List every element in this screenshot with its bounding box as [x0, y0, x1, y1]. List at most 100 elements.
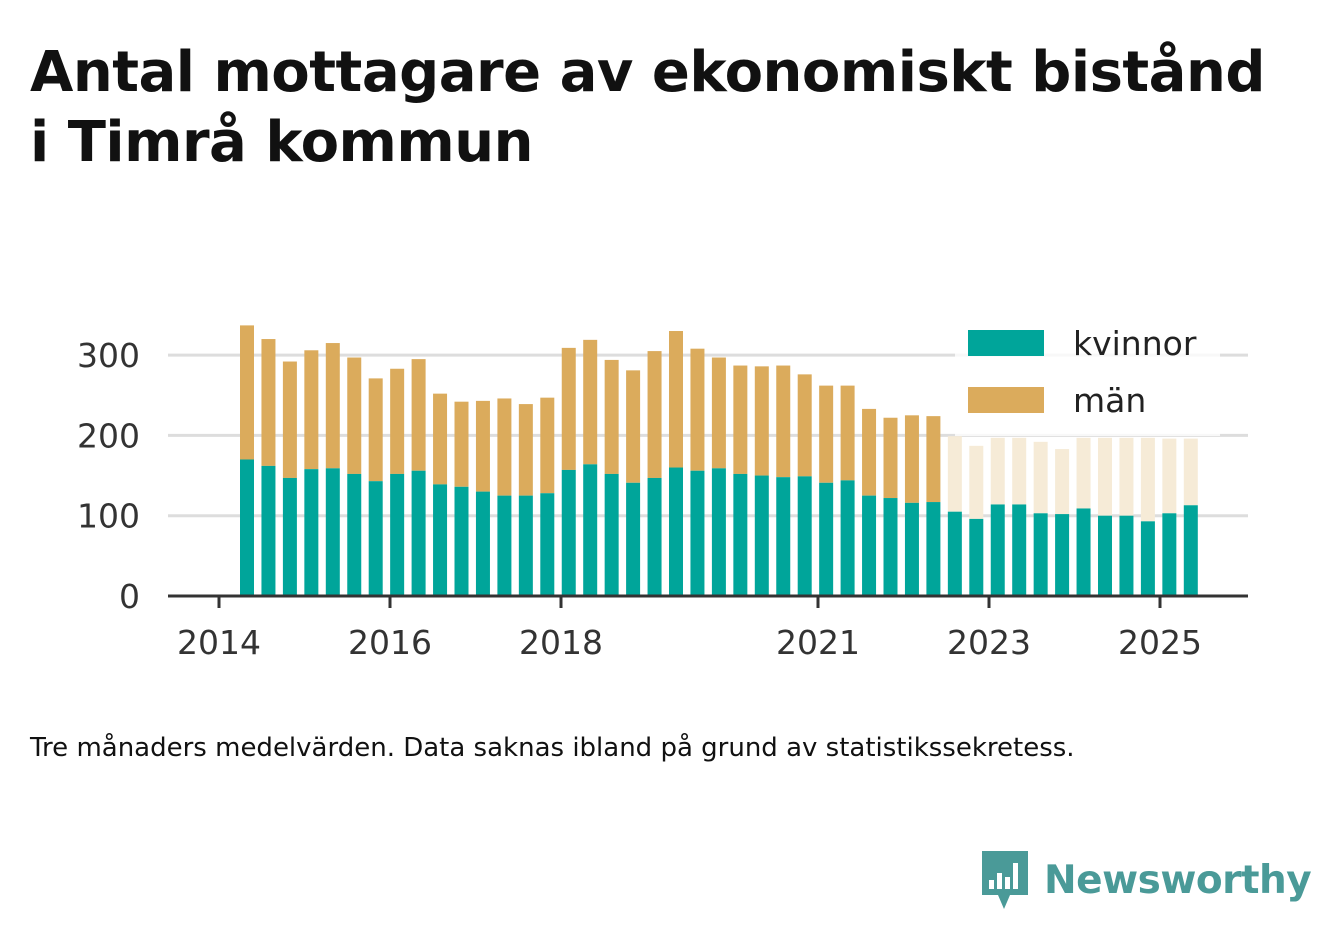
bar-man: [733, 365, 748, 474]
bar-man: [626, 370, 641, 483]
bar-kvinnor: [368, 481, 383, 596]
bar-kvinnor: [904, 502, 919, 596]
bar-man: [518, 404, 533, 496]
bar-man: [969, 445, 984, 519]
bar-man: [1183, 438, 1198, 506]
x-tick-label: 2014: [177, 623, 261, 662]
bar-man: [862, 408, 877, 496]
bar-man: [347, 357, 362, 474]
bar-man: [540, 397, 555, 494]
bar-kvinnor: [1162, 513, 1177, 596]
bar-kvinnor: [325, 468, 340, 596]
bar-man: [1162, 438, 1177, 514]
legend-swatch: [968, 387, 1044, 413]
bar-man: [669, 331, 683, 468]
y-tick-label: 300: [77, 336, 140, 375]
chart-svg: 0 100 200 300 2014 2016 2018 2021 2023 2025 kvinn…: [77, 318, 1248, 662]
bar-man: [947, 436, 962, 512]
bar-kvinnor: [583, 464, 598, 596]
bar-kvinnor: [540, 493, 555, 596]
bar-kvinnor: [475, 491, 490, 596]
bar-man: [926, 416, 941, 503]
bar-man: [411, 359, 426, 471]
y-tick-label: 100: [77, 497, 140, 536]
x-tick-label: 2018: [519, 623, 603, 662]
legend: kvinnor män: [955, 318, 1220, 436]
bar-man: [904, 415, 919, 503]
bar-kvinnor: [669, 467, 683, 596]
x-tick-label: 2023: [947, 623, 1031, 662]
bar-kvinnor: [347, 473, 362, 596]
bar-man: [819, 385, 834, 483]
bar-kvinnor: [969, 518, 984, 596]
bar-kvinnor: [1033, 513, 1048, 596]
bar-man: [433, 393, 448, 485]
bar-kvinnor: [690, 470, 705, 596]
bar-man: [1140, 437, 1155, 522]
brand-name: Newsworthy: [1044, 857, 1312, 903]
bar-kvinnor: [990, 504, 1005, 596]
bar-kvinnor: [797, 476, 812, 596]
bar-kvinnor: [926, 502, 941, 596]
bar-man: [240, 325, 254, 460]
bar-kvinnor: [711, 468, 726, 596]
bar-kvinnor: [733, 473, 748, 596]
bar-kvinnor: [1140, 521, 1155, 596]
newsworthy-logo[interactable]: Newsworthy: [980, 850, 1312, 910]
bar-man: [325, 343, 340, 469]
bar-man: [282, 361, 297, 478]
bar-man: [561, 347, 576, 470]
bar-kvinnor: [819, 482, 834, 596]
bar-kvinnor: [840, 480, 855, 596]
bar-kvinnor: [497, 495, 512, 596]
bar-man: [1098, 437, 1112, 516]
bar-kvinnor: [433, 484, 448, 596]
bar-kvinnor: [1119, 515, 1134, 596]
legend-label: kvinnor: [1073, 324, 1197, 363]
bar-kvinnor: [1076, 508, 1091, 596]
bar-kvinnor: [411, 470, 426, 596]
bar-man: [797, 374, 812, 477]
bar-kvinnor: [754, 475, 769, 596]
bar-kvinnor: [883, 498, 898, 596]
bar-kvinnor: [261, 465, 276, 596]
x-tick-label: 2016: [348, 623, 432, 662]
bar-chart-pin-icon: [982, 851, 1028, 909]
bar-kvinnor: [1055, 514, 1070, 596]
bar-man: [754, 366, 769, 476]
bar-man: [776, 365, 791, 478]
bar-man: [840, 385, 855, 481]
bar-kvinnor: [561, 469, 576, 596]
bar-kvinnor: [1183, 505, 1198, 596]
bar-man: [604, 359, 619, 474]
chart-title: Antal mottagare av ekonomiskt bistånd i …: [30, 40, 1265, 175]
bar-kvinnor: [282, 477, 297, 596]
bar-man: [583, 339, 598, 465]
bar-kvinnor: [647, 477, 662, 596]
bar-kvinnor: [1098, 515, 1112, 596]
bar-man: [454, 401, 469, 487]
bar-kvinnor: [776, 477, 791, 596]
bar-man: [304, 350, 319, 470]
bar-man: [1033, 441, 1048, 514]
bar-kvinnor: [304, 469, 319, 596]
bar-kvinnor: [1012, 504, 1027, 596]
bar-man: [990, 437, 1005, 505]
bar-kvinnor: [454, 486, 469, 596]
bar-man: [690, 348, 705, 471]
bar-kvinnor: [518, 495, 533, 596]
bar-man: [711, 357, 726, 469]
bar-man: [883, 417, 898, 499]
y-tick-label: 200: [77, 416, 140, 455]
bar-man: [1119, 437, 1134, 516]
x-tick-label: 2025: [1118, 623, 1202, 662]
caption: Tre månaders medelvärden. Data saknas ib…: [30, 733, 1075, 763]
bar-kvinnor: [862, 495, 877, 596]
x-tick-label: 2021: [776, 623, 860, 662]
bar-man: [1055, 449, 1070, 515]
bar-kvinnor: [240, 459, 254, 596]
bar-man: [261, 339, 276, 466]
bar-man: [1076, 437, 1091, 509]
bar-man: [390, 368, 405, 474]
bar-man: [647, 351, 662, 478]
